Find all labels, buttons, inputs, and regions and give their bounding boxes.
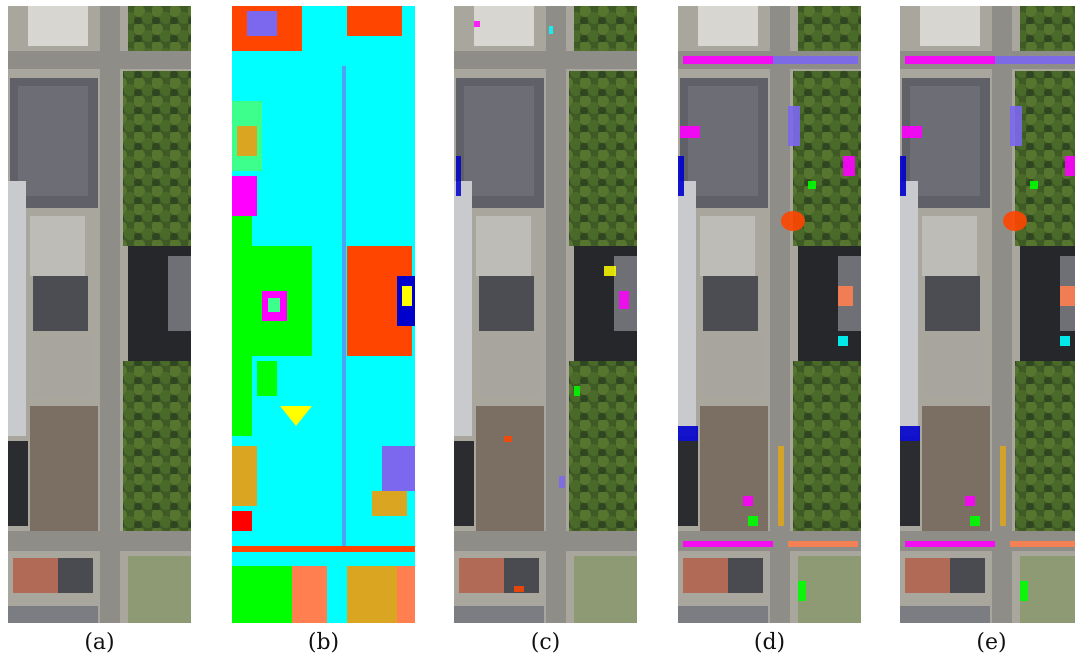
overlay-photo-c	[454, 6, 637, 623]
segmentation-map	[232, 6, 415, 623]
overlay-photo-e	[900, 6, 1075, 623]
caption-e: (e)	[976, 630, 1007, 655]
aerial-photo	[8, 6, 191, 623]
panel-b-segmentation-map	[232, 6, 415, 623]
caption-c: (c)	[530, 630, 561, 655]
caption-b: (b)	[307, 630, 340, 655]
panel-d-photo-with-overlay	[678, 6, 861, 623]
caption-a: (a)	[84, 630, 115, 655]
panel-e-photo-with-overlay	[900, 6, 1075, 623]
caption-d: (d)	[753, 630, 786, 655]
panel-a-aerial-photo	[8, 6, 191, 623]
overlay-photo-d	[678, 6, 861, 623]
panel-c-photo-with-overlay	[454, 6, 637, 623]
